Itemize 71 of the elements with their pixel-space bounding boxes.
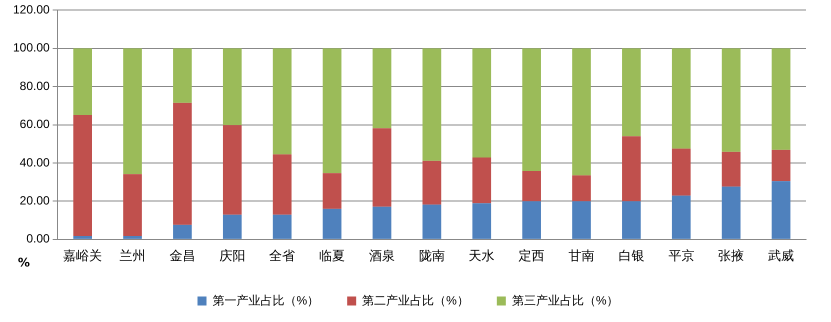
bar [672, 148, 691, 196]
legend-label: 第一产业占比（%） [212, 293, 320, 308]
bar [622, 48, 641, 136]
x-tick-label: 嘉峪关 [63, 248, 102, 263]
y-tick-label: 120.00 [13, 2, 50, 17]
y-tick-label: 20.00 [20, 194, 50, 208]
bar [173, 48, 192, 103]
bar [522, 171, 541, 202]
bar [522, 48, 541, 172]
x-tick-label: 白银 [618, 248, 644, 263]
bar [572, 175, 591, 202]
x-tick-label: 全省 [269, 248, 296, 263]
bar [73, 48, 92, 116]
x-tick-label: 张掖 [718, 248, 744, 263]
x-tick-label: 金昌 [169, 248, 196, 263]
y-tick-label: 80.00 [20, 78, 50, 93]
bar [572, 201, 591, 239]
bar [322, 208, 342, 239]
bar [173, 102, 192, 225]
bar [222, 125, 242, 215]
x-tick-label: 武威 [768, 248, 794, 263]
y-tick-label: 100.00 [13, 40, 50, 55]
bar [73, 115, 92, 236]
bar [272, 48, 292, 154]
y-tick-label: 0.00 [26, 232, 50, 246]
bar [322, 48, 342, 174]
bar [372, 206, 392, 239]
x-tick-label: 临夏 [319, 248, 346, 263]
bar [173, 224, 192, 239]
x-tick-label: 陇南 [418, 248, 445, 263]
bar [222, 48, 242, 126]
bar [272, 154, 292, 215]
bar [372, 128, 392, 207]
bar [222, 214, 242, 239]
bar [322, 173, 342, 209]
bar [73, 236, 92, 239]
bar [622, 201, 641, 239]
bar [622, 136, 641, 202]
bar [722, 48, 741, 152]
legend-label: 第三产业占比（%） [512, 293, 619, 308]
bar [672, 196, 691, 239]
y-axis-title: % [18, 256, 30, 270]
bar [522, 201, 541, 239]
x-tick-label: 酒泉 [368, 248, 395, 263]
bar [772, 48, 790, 150]
bar [672, 48, 691, 149]
bar [422, 48, 442, 161]
bar [123, 48, 142, 174]
legend-label: 第二产业占比（%） [362, 293, 469, 308]
x-tick-label: 庆阳 [219, 248, 246, 263]
bar [422, 204, 442, 239]
x-tick-label: 定西 [518, 248, 545, 263]
x-tick-label: 甘南 [568, 248, 595, 263]
y-tick-label: 60.00 [20, 117, 50, 132]
bar [722, 186, 741, 239]
bar [422, 160, 442, 205]
y-tick-label: 40.00 [20, 155, 50, 170]
bar [123, 174, 142, 236]
x-tick-label: 天水 [468, 248, 495, 263]
bar [772, 181, 790, 239]
bar [472, 203, 492, 239]
bar [772, 150, 790, 182]
bar [472, 48, 492, 158]
bar [572, 48, 591, 176]
bar [123, 236, 142, 239]
bar [722, 152, 741, 187]
bar [272, 214, 292, 239]
x-tick-label: 兰州 [120, 248, 146, 263]
bar [472, 157, 492, 204]
x-tick-label: 平京 [668, 248, 694, 263]
bar [372, 48, 392, 128]
